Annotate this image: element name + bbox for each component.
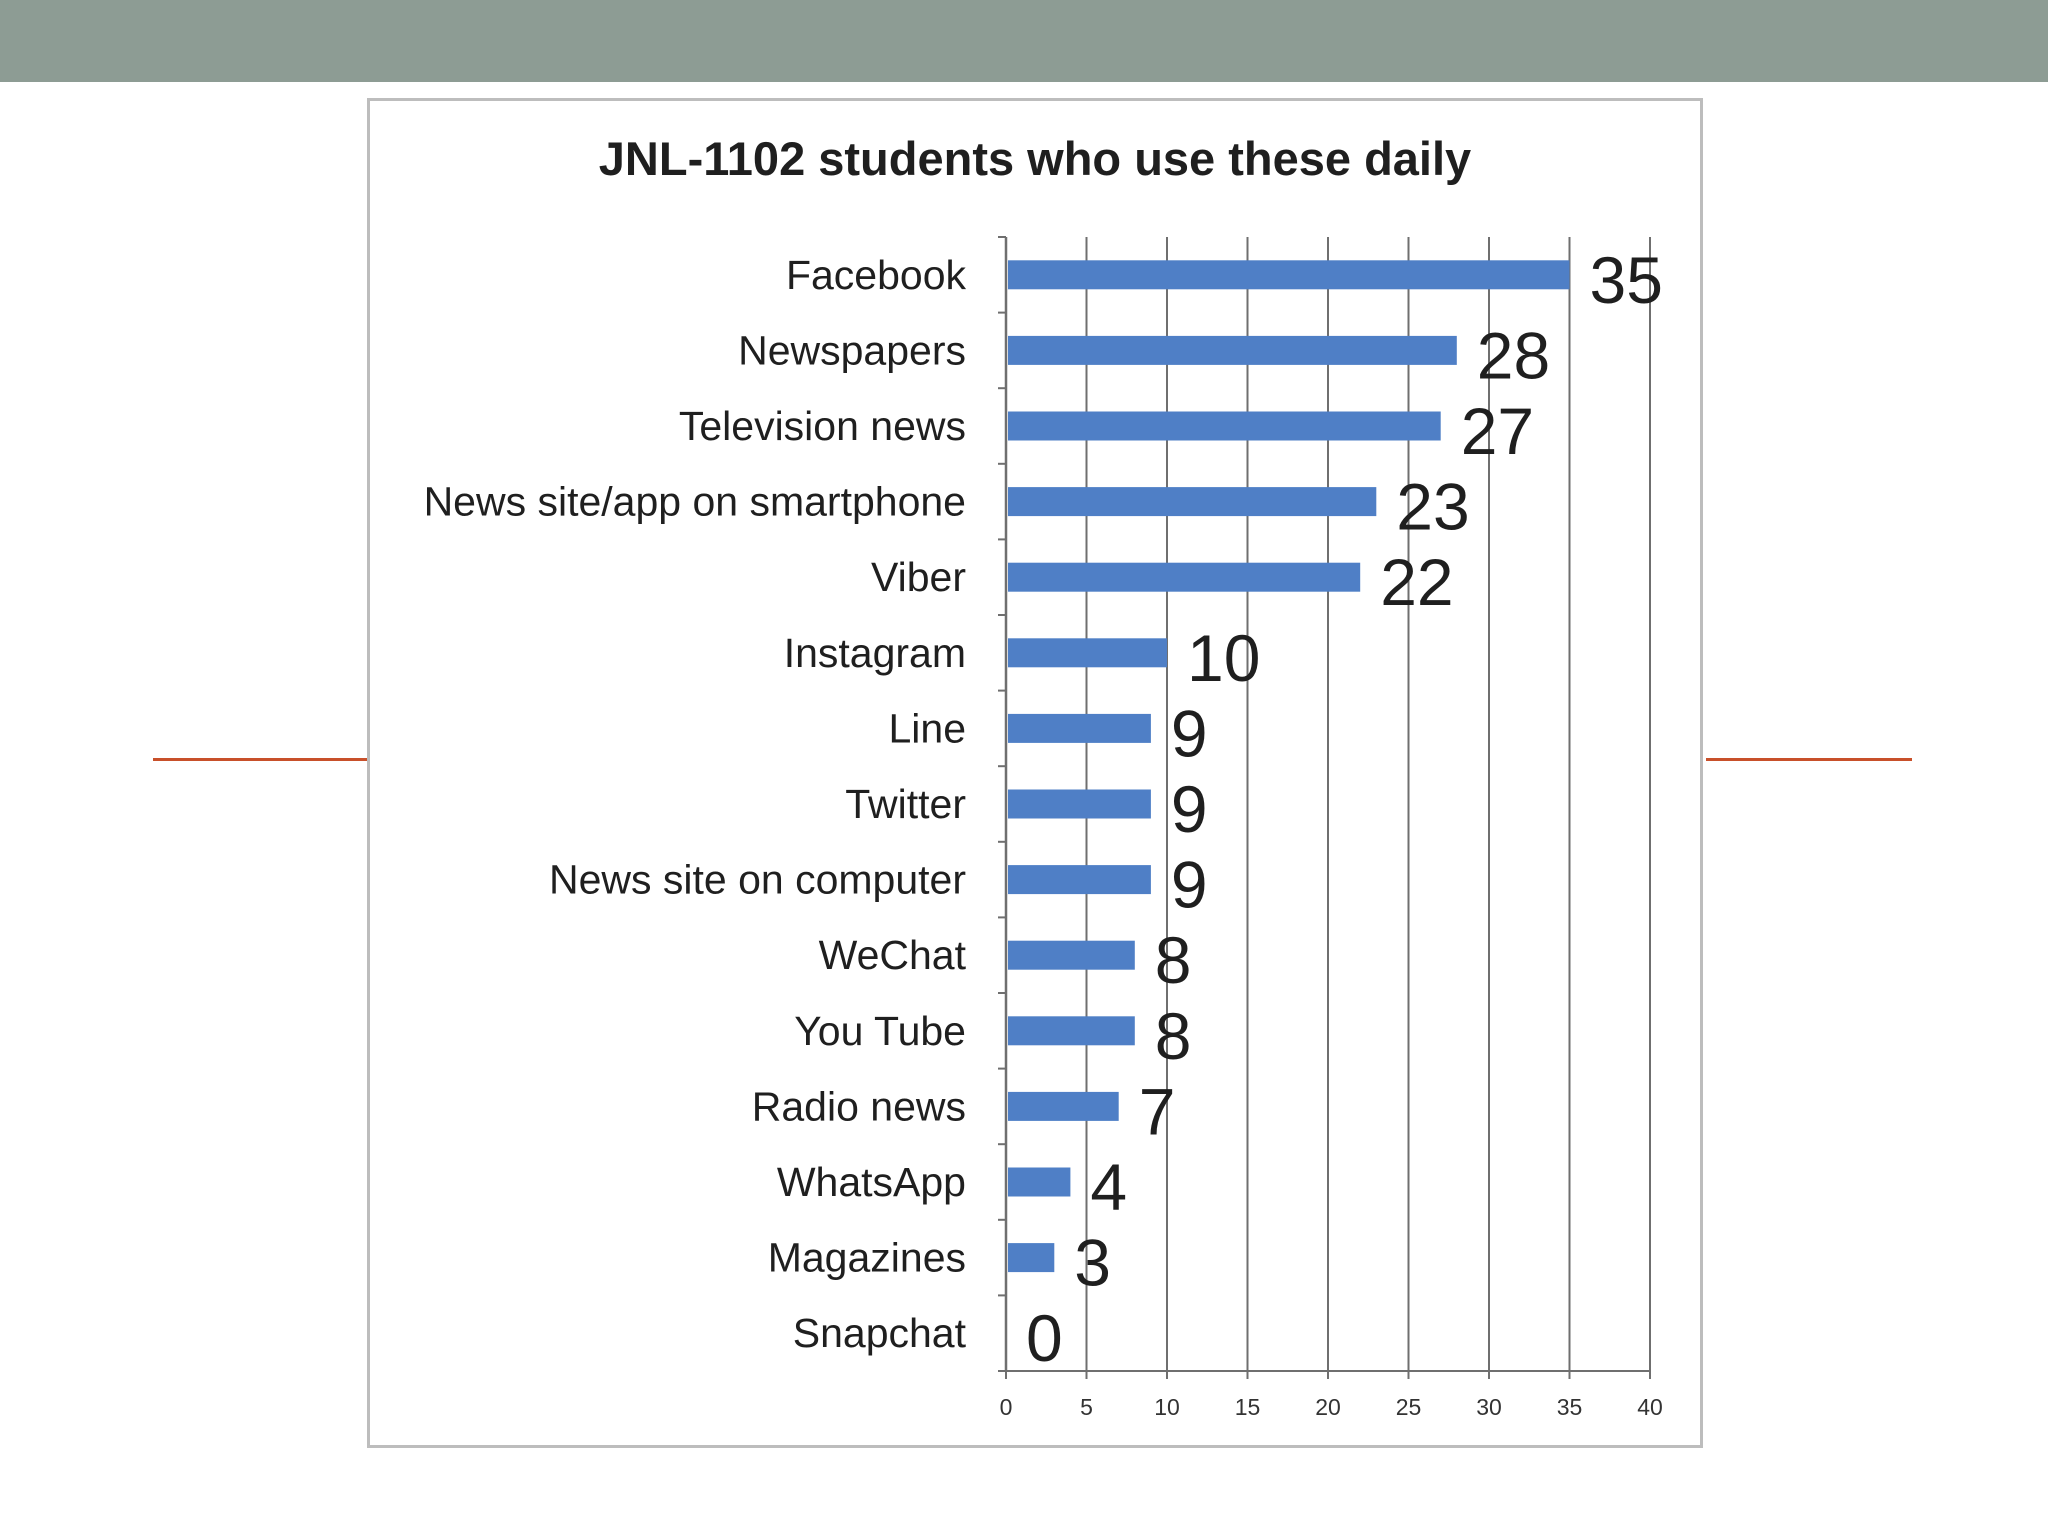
- category-label: News site on computer: [549, 857, 966, 903]
- category-label: Radio news: [752, 1083, 966, 1129]
- category-label: Snapchat: [793, 1310, 967, 1356]
- bar: [1008, 1091, 1119, 1121]
- data-label: 10: [1187, 621, 1260, 695]
- category-label: Facebook: [786, 252, 967, 298]
- data-label: 9: [1171, 848, 1208, 922]
- bar: [1008, 789, 1151, 819]
- bar: [1008, 411, 1441, 441]
- category-label: You Tube: [794, 1008, 966, 1054]
- data-label: 3: [1074, 1226, 1111, 1300]
- accent-line-right: [1706, 758, 1912, 761]
- x-tick-label: 30: [1476, 1394, 1502, 1420]
- category-label: Twitter: [845, 781, 966, 827]
- data-label: 9: [1171, 696, 1208, 770]
- x-tick-label: 25: [1396, 1394, 1422, 1420]
- chart-title: JNL-1102 students who use these daily: [598, 132, 1472, 185]
- data-label: 35: [1590, 243, 1663, 317]
- data-label: 23: [1396, 470, 1469, 544]
- category-label: News site/app on smartphone: [424, 479, 966, 525]
- bar: [1008, 865, 1151, 895]
- bar: [1008, 1016, 1135, 1046]
- header-band: [0, 0, 2048, 82]
- category-label: WhatsApp: [777, 1159, 966, 1205]
- bar: [1008, 487, 1377, 517]
- x-tick-label: 35: [1557, 1394, 1583, 1420]
- data-label: 8: [1155, 999, 1192, 1073]
- x-tick-label: 5: [1080, 1394, 1093, 1420]
- data-label: 27: [1461, 394, 1534, 468]
- category-label: Instagram: [784, 630, 966, 676]
- data-label: 4: [1090, 1150, 1127, 1224]
- bar: [1008, 1167, 1071, 1197]
- bar: [1008, 940, 1135, 970]
- x-tick-label: 15: [1235, 1394, 1261, 1420]
- category-label: Television news: [679, 403, 966, 449]
- category-label: WeChat: [819, 932, 967, 978]
- x-tick-label: 0: [1000, 1394, 1013, 1420]
- bar: [1008, 638, 1167, 668]
- data-label: 7: [1139, 1074, 1176, 1148]
- category-label: Magazines: [768, 1235, 966, 1281]
- category-label: Newspapers: [738, 327, 966, 373]
- x-tick-label: 20: [1315, 1394, 1341, 1420]
- data-label: 0: [1026, 1301, 1063, 1375]
- category-label: Viber: [871, 554, 966, 600]
- data-label: 22: [1380, 545, 1453, 619]
- bar: [1008, 260, 1570, 290]
- bar: [1008, 562, 1361, 592]
- data-label: 28: [1477, 318, 1550, 392]
- x-tick-label: 10: [1154, 1394, 1180, 1420]
- bar: [1008, 335, 1457, 365]
- bar: [1008, 713, 1151, 743]
- data-label: 8: [1155, 923, 1192, 997]
- accent-line-left: [153, 758, 367, 761]
- x-tick-label: 40: [1637, 1394, 1663, 1420]
- category-label: Line: [888, 705, 966, 751]
- bar: [1008, 1243, 1055, 1273]
- data-label: 9: [1171, 772, 1208, 846]
